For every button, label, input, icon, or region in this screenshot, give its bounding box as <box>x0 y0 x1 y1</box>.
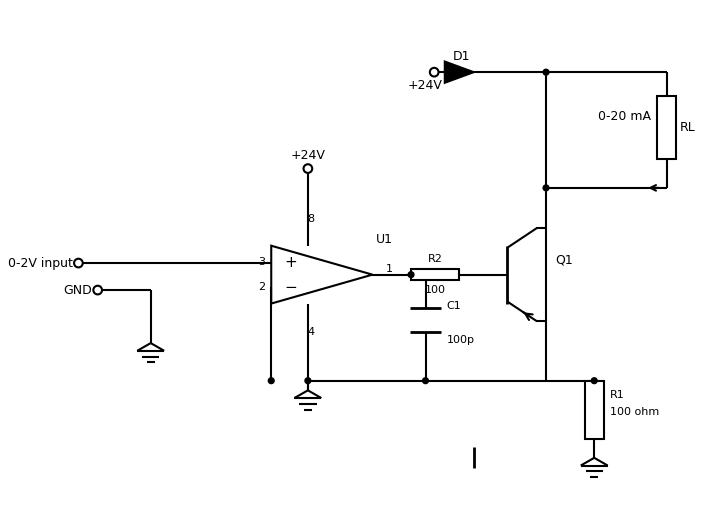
Circle shape <box>430 68 438 76</box>
Circle shape <box>408 272 414 278</box>
Text: 8: 8 <box>307 214 314 224</box>
Text: 3: 3 <box>258 257 266 267</box>
Circle shape <box>74 259 83 268</box>
Text: Q1: Q1 <box>556 254 573 267</box>
Text: C1: C1 <box>447 302 462 312</box>
Circle shape <box>268 378 274 384</box>
Text: 0-20 mA: 0-20 mA <box>598 110 651 122</box>
Text: +24V: +24V <box>290 148 325 162</box>
Circle shape <box>305 378 311 384</box>
Text: R2: R2 <box>428 254 442 264</box>
Text: 4: 4 <box>307 328 314 338</box>
Text: R1: R1 <box>610 390 624 400</box>
Text: 1: 1 <box>387 264 394 274</box>
Text: +24V: +24V <box>408 79 443 92</box>
Text: D1: D1 <box>453 50 470 63</box>
Text: U1: U1 <box>377 233 394 246</box>
Text: +: + <box>284 254 297 270</box>
Bar <box>657 96 676 159</box>
Polygon shape <box>445 61 474 83</box>
Bar <box>411 269 459 280</box>
Text: RL: RL <box>680 121 696 134</box>
Text: 2: 2 <box>258 282 266 292</box>
Bar <box>585 381 604 438</box>
Circle shape <box>304 164 312 173</box>
Circle shape <box>543 69 549 75</box>
Text: 0-2V input: 0-2V input <box>8 257 73 270</box>
Text: −: − <box>284 280 297 295</box>
Text: 100 ohm: 100 ohm <box>610 407 659 417</box>
Circle shape <box>423 378 428 384</box>
Text: 100: 100 <box>425 285 445 295</box>
Circle shape <box>591 378 597 384</box>
Text: 100p: 100p <box>447 335 474 345</box>
Circle shape <box>93 286 102 294</box>
Text: GND: GND <box>63 284 92 297</box>
Circle shape <box>543 185 549 191</box>
